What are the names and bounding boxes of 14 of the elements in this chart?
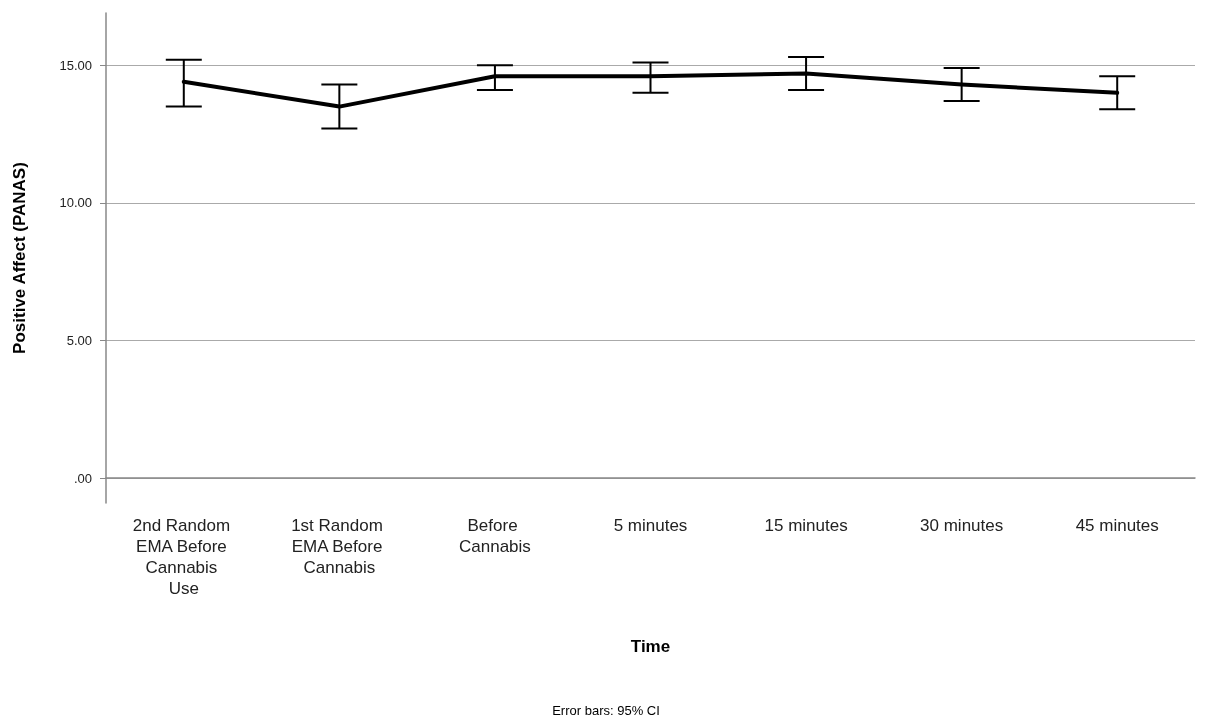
x-tick-label: 15 minutes bbox=[764, 516, 848, 535]
x-tick-label: Before Cannabis bbox=[459, 516, 531, 556]
y-axis-title: Positive Affect (PANAS) bbox=[10, 162, 29, 354]
x-tick-label: 45 minutes bbox=[1075, 516, 1159, 535]
y-tick-label: 10.00 bbox=[59, 195, 92, 211]
y-tick-label: 15.00 bbox=[59, 57, 92, 73]
y-tick-label: 5.00 bbox=[66, 333, 92, 349]
x-tick-label: 5 minutes bbox=[613, 516, 688, 535]
y-tick-label: .00 bbox=[73, 470, 92, 486]
text: Error bars: 95% CI bbox=[552, 703, 660, 718]
x-axis-title: Time bbox=[630, 637, 671, 656]
x-tick-label: 30 minutes bbox=[920, 516, 1004, 535]
x-tick-label: 2nd Random EMA Before Cannabis Use bbox=[132, 516, 235, 598]
x-tick-label: 1st Random EMA Before Cannabis bbox=[291, 516, 388, 577]
